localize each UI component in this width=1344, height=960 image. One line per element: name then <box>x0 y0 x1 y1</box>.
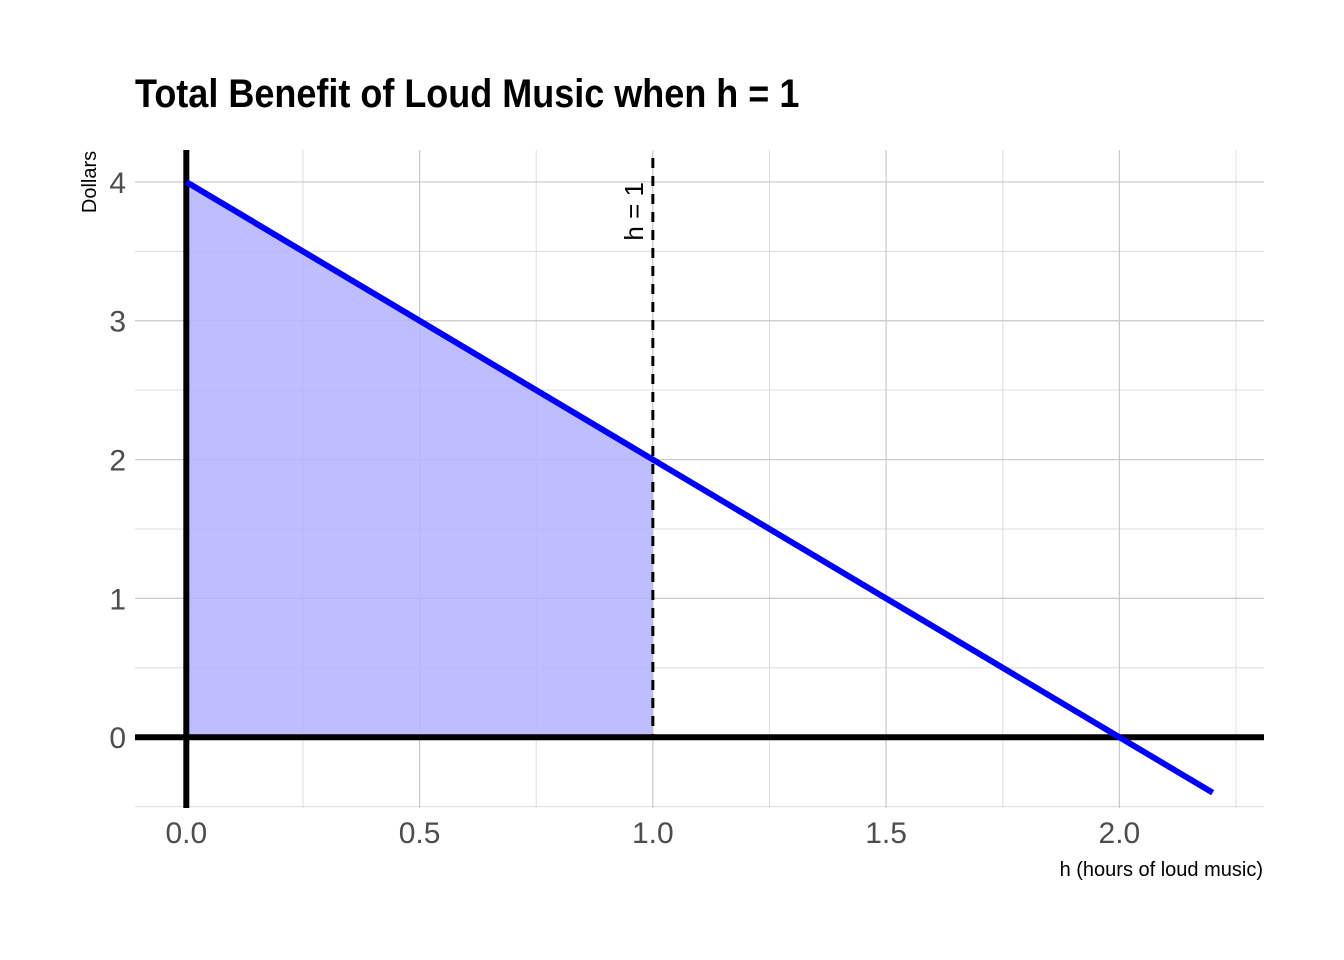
h-equals-1-label: h = 1 <box>619 182 649 241</box>
x-tick-label: 1.0 <box>632 817 674 850</box>
x-axis-title: h (hours of loud music) <box>1060 859 1263 881</box>
y-tick-label: 3 <box>109 306 126 339</box>
x-tick-label: 1.5 <box>865 817 907 850</box>
total-benefit-area <box>186 181 653 738</box>
labels: h = 1 0.0 0.5 1.0 1.5 2.0 0 1 2 3 4 <box>109 167 1140 850</box>
x-tick-label: 0.0 <box>165 817 207 850</box>
y-tick-label: 0 <box>109 722 126 755</box>
y-tick-label: 2 <box>109 445 126 478</box>
x-tick-label: 0.5 <box>399 817 441 850</box>
chart-title: Total Benefit of Loud Music when h = 1 <box>135 72 800 116</box>
marks <box>135 150 1264 808</box>
y-axis-title: Dollars <box>79 151 101 213</box>
y-tick-label: 1 <box>109 583 126 616</box>
marginal-benefit-line <box>184 179 1215 796</box>
y-tick-label: 4 <box>109 167 126 200</box>
x-tick-label: 2.0 <box>1099 817 1141 850</box>
